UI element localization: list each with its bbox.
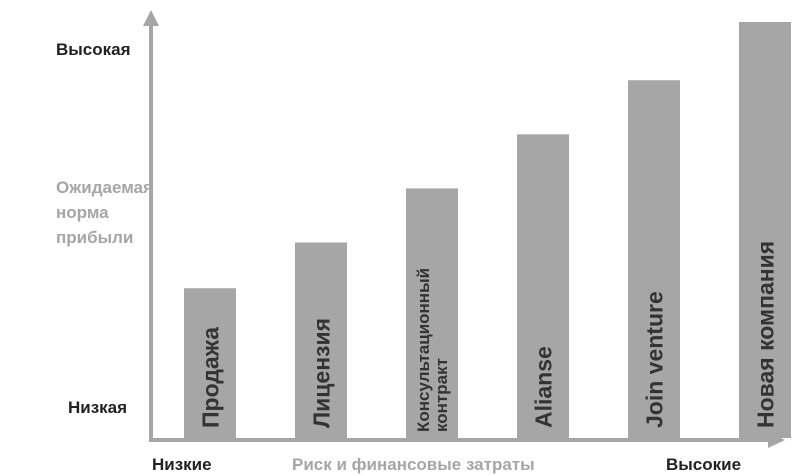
bar-label-line: Join venture [641, 291, 667, 428]
bar [628, 80, 680, 439]
bar [295, 242, 347, 438]
y-axis-arrow-icon [143, 10, 159, 26]
bar-label-line: контракт [432, 358, 451, 432]
bar-label-line: Консультационный [414, 268, 433, 432]
y-axis-title-line: норма [56, 203, 109, 222]
bar-label: Продажа [197, 327, 223, 428]
bar-label-line: Alianse [530, 346, 556, 428]
bar-label: Join venture [641, 291, 667, 428]
bar [406, 188, 458, 438]
y-axis-title-line: прибыли [56, 228, 133, 247]
y-axis-high-label: Высокая [56, 40, 131, 59]
bar-label-line: Продажа [197, 327, 223, 428]
bar [517, 134, 569, 438]
bar-label-line: Лицензия [308, 318, 334, 428]
bar [184, 288, 236, 438]
y-axis-low-label: Низкая [68, 398, 127, 417]
y-axis-title: Ожидаемая норма прибыли [56, 178, 153, 247]
y-axis-title-line: Ожидаемая [56, 178, 153, 197]
bar-label: Alianse [530, 346, 556, 428]
bar-label-line: Новая компания [752, 241, 778, 428]
x-axis-high-label: Высокие [666, 455, 741, 474]
x-axis-low-label: Низкие [152, 455, 212, 474]
bar [739, 22, 791, 438]
bar-label: Новая компания [752, 241, 778, 428]
bar-label: Лицензия [308, 318, 334, 428]
x-axis-title: Риск и финансовые затраты [292, 455, 535, 474]
